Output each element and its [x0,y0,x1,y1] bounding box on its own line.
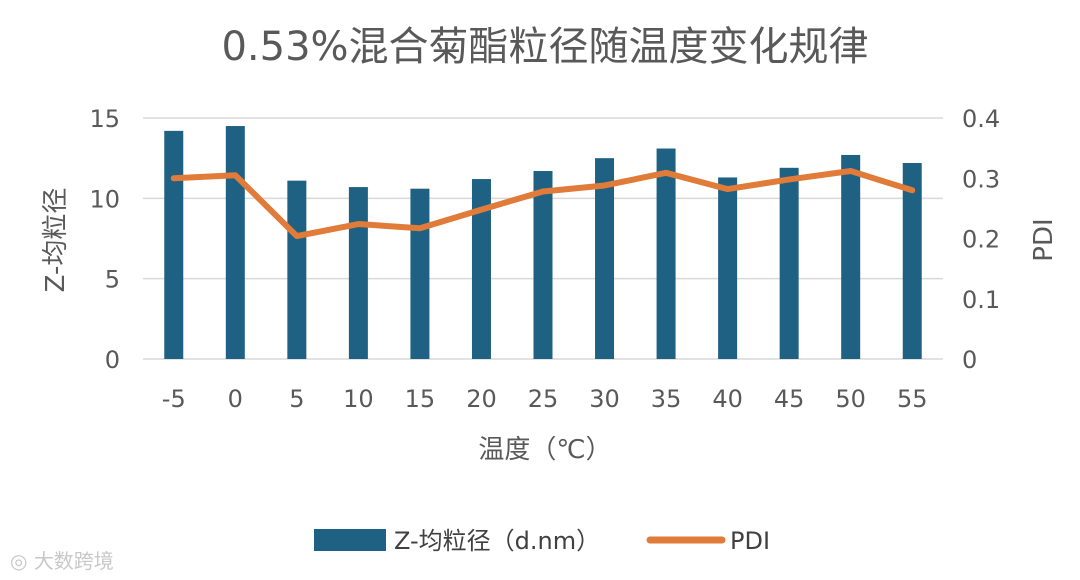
y2-tick-label: 0.2 [962,226,1000,254]
legend: Z-均粒径（d.nm） PDI [314,527,770,555]
legend-label-bar: Z-均粒径（d.nm） [394,527,600,555]
bar-series [164,126,922,360]
bar [287,180,307,359]
y2-tick-label: 0 [962,346,977,374]
bar [841,154,861,359]
legend-label-line: PDI [730,527,770,555]
y-tick-label: 15 [89,105,120,133]
x-tick-label: 15 [405,385,436,413]
bar [471,179,491,359]
x-tick-label: 50 [835,385,866,413]
y-tick-label: 5 [105,266,120,294]
bar [225,126,245,360]
x-tick-label: 55 [897,385,928,413]
bar [164,130,184,359]
y2-tick-label: 0.1 [962,286,1000,314]
x-tick-label: 25 [528,385,559,413]
x-tick-label: 35 [651,385,682,413]
bar [718,177,738,359]
x-axis-label: 温度（℃） [478,435,611,465]
y2-tick-label: 0.4 [962,105,1000,133]
y2-axis-label: PDI [1029,218,1059,261]
y-tick-label: 0 [105,346,120,374]
x-tick-label: 10 [343,385,374,413]
bar [902,162,922,359]
x-tick-label: 40 [712,385,743,413]
chart-title: 0.53%混合菊酯粒径随温度变化规律 [221,24,868,70]
x-tick-label: 5 [289,385,304,413]
x-axis-ticks: -5 0 5 10 15 20 25 30 35 40 45 50 55 [162,385,928,413]
bar [533,171,553,359]
y2-tick-label: 0.3 [962,165,1000,193]
line-series [170,168,916,240]
x-tick-label: 30 [589,385,620,413]
x-tick-label: -5 [162,385,186,413]
bar [595,158,615,359]
bar [348,187,368,359]
y-axis-label: Z-均粒径 [41,188,71,293]
x-tick-label: 45 [774,385,805,413]
watermark-text: 大数跨境 [33,549,114,573]
bar [656,148,676,359]
bar [779,167,799,359]
legend-swatch-bar [314,529,386,551]
bar [410,188,430,359]
left-axis-ticks: 0 5 10 15 [89,105,120,374]
right-axis-ticks: 0 0.1 0.2 0.3 0.4 [962,105,1000,374]
watermark-icon: ◎ [10,549,28,573]
y-tick-label: 10 [89,185,120,213]
watermark: ◎ 大数跨境 [10,545,114,574]
x-tick-label: 0 [228,385,243,413]
x-tick-label: 20 [466,385,497,413]
